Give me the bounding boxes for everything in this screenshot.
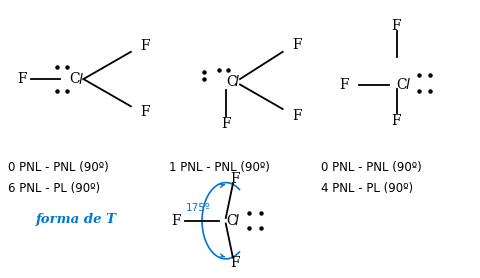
Text: F: F	[140, 39, 150, 53]
Text: 4 PNL - PL (90º): 4 PNL - PL (90º)	[321, 182, 413, 195]
Text: F: F	[292, 109, 302, 123]
Text: C: C	[226, 75, 236, 89]
Text: F: F	[392, 19, 401, 33]
Text: 175º: 175º	[185, 203, 210, 214]
Text: F: F	[140, 105, 150, 119]
Text: F: F	[230, 256, 240, 270]
Text: $\it{l}$: $\it{l}$	[234, 213, 240, 228]
Text: F: F	[339, 78, 349, 91]
Text: $\it{l}$: $\it{l}$	[405, 77, 411, 92]
Text: F: F	[392, 114, 401, 128]
Text: C: C	[226, 214, 236, 228]
Text: $\it{l}$: $\it{l}$	[234, 74, 240, 89]
Text: 0 PNL - PNL (90º): 0 PNL - PNL (90º)	[321, 161, 421, 174]
Text: F: F	[221, 117, 230, 131]
Text: F: F	[171, 214, 181, 228]
Text: F: F	[292, 38, 302, 52]
Text: $\it{l}$: $\it{l}$	[78, 71, 84, 86]
Text: 1 PNL - PNL (90º): 1 PNL - PNL (90º)	[169, 161, 270, 174]
Text: forma de T: forma de T	[36, 213, 117, 226]
Text: 0 PNL - PNL (90º): 0 PNL - PNL (90º)	[8, 161, 108, 174]
Text: F: F	[17, 72, 26, 86]
Text: 6 PNL - PL (90º): 6 PNL - PL (90º)	[8, 182, 100, 195]
Text: C: C	[69, 72, 80, 86]
Text: C: C	[396, 78, 407, 91]
Text: F: F	[230, 172, 240, 185]
